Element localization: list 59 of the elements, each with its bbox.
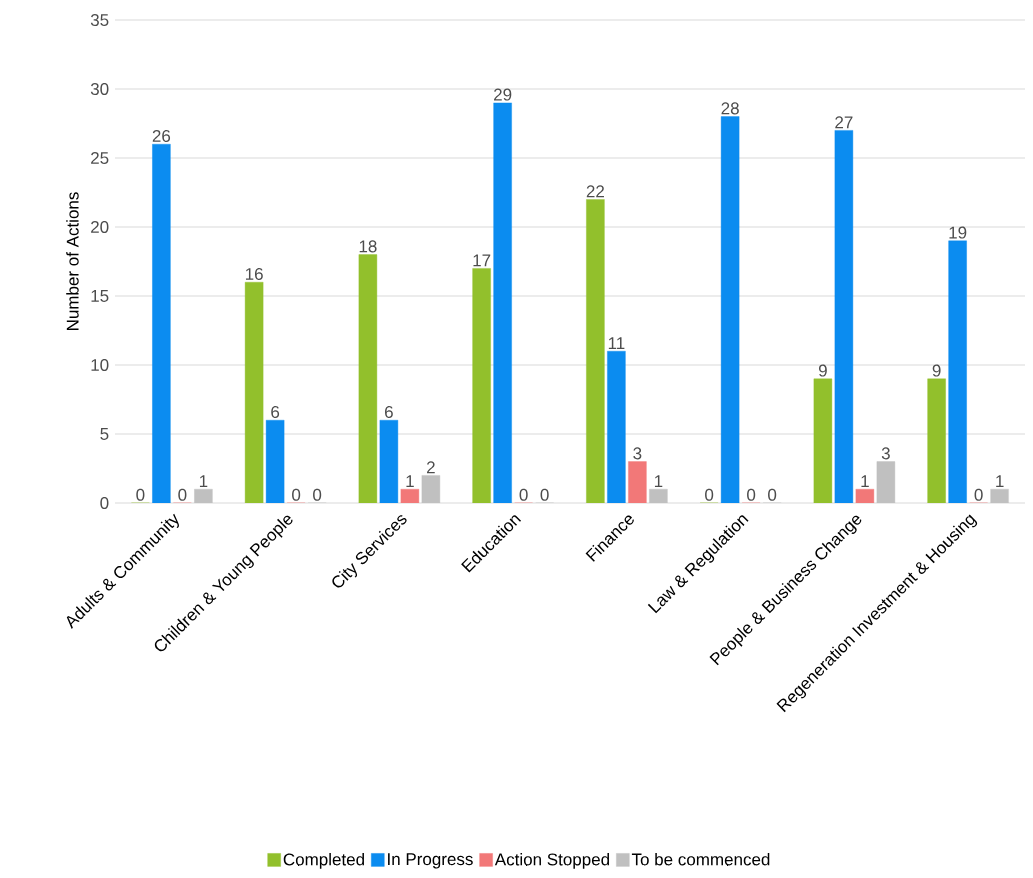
data-label: 2 <box>427 461 435 474</box>
bar <box>720 116 740 503</box>
y-tick-label: 30 <box>90 82 109 96</box>
bar <box>358 254 378 503</box>
bar <box>265 420 285 503</box>
data-label: 19 <box>949 226 967 239</box>
data-label: 6 <box>271 405 280 419</box>
y-axis-title: Number of Actions <box>66 192 79 331</box>
data-label: 0 <box>747 488 756 501</box>
data-label: 28 <box>721 102 739 115</box>
data-label: 0 <box>313 488 322 501</box>
data-label: 0 <box>519 488 528 501</box>
data-label: 9 <box>932 364 941 377</box>
data-label: 11 <box>608 337 625 349</box>
y-tick-label: 20 <box>91 220 109 234</box>
data-label: 0 <box>768 488 777 501</box>
legend-label: To be commenced <box>631 853 770 866</box>
bar <box>152 144 171 503</box>
data-label: 0 <box>974 488 983 501</box>
y-tick-label: 10 <box>91 358 109 372</box>
data-label: 1 <box>861 475 869 487</box>
bar <box>472 268 491 503</box>
data-label: 3 <box>881 447 890 460</box>
data-label: 0 <box>136 488 145 501</box>
bar <box>813 378 833 503</box>
data-label: 0 <box>705 488 714 501</box>
data-label: 3 <box>633 447 642 460</box>
bar <box>493 102 512 503</box>
data-label: 1 <box>996 475 1004 487</box>
legend-label: Action Stopped <box>494 853 610 869</box>
y-tick-label: 35 <box>90 13 109 27</box>
data-label: 0 <box>292 488 301 501</box>
bar <box>948 240 967 503</box>
data-label: 1 <box>654 475 663 487</box>
y-tick-label: 25 <box>91 151 109 165</box>
y-tick-label: 5 <box>100 428 109 440</box>
data-label: 29 <box>494 88 512 101</box>
data-label: 18 <box>359 240 377 253</box>
data-label: 16 <box>245 267 263 281</box>
y-tick-label: 15 <box>91 290 109 302</box>
data-label: 1 <box>406 475 414 487</box>
data-label: 26 <box>152 129 171 142</box>
bar <box>927 378 946 503</box>
bar <box>586 199 605 503</box>
bar <box>244 282 264 503</box>
bar <box>834 130 854 503</box>
data-label: 1 <box>199 475 208 487</box>
data-label: 0 <box>178 488 187 501</box>
data-label: 27 <box>835 116 853 129</box>
legend-label: In Progress <box>388 853 473 869</box>
y-tick-label: 0 <box>100 496 109 510</box>
data-label: 0 <box>540 488 549 501</box>
data-label: 17 <box>473 254 491 267</box>
legend-label: Completed <box>283 853 364 869</box>
data-label: 6 <box>385 405 393 419</box>
data-label: 22 <box>586 185 604 198</box>
bar <box>607 351 626 503</box>
bar <box>379 420 399 503</box>
data-label: 9 <box>818 364 827 377</box>
